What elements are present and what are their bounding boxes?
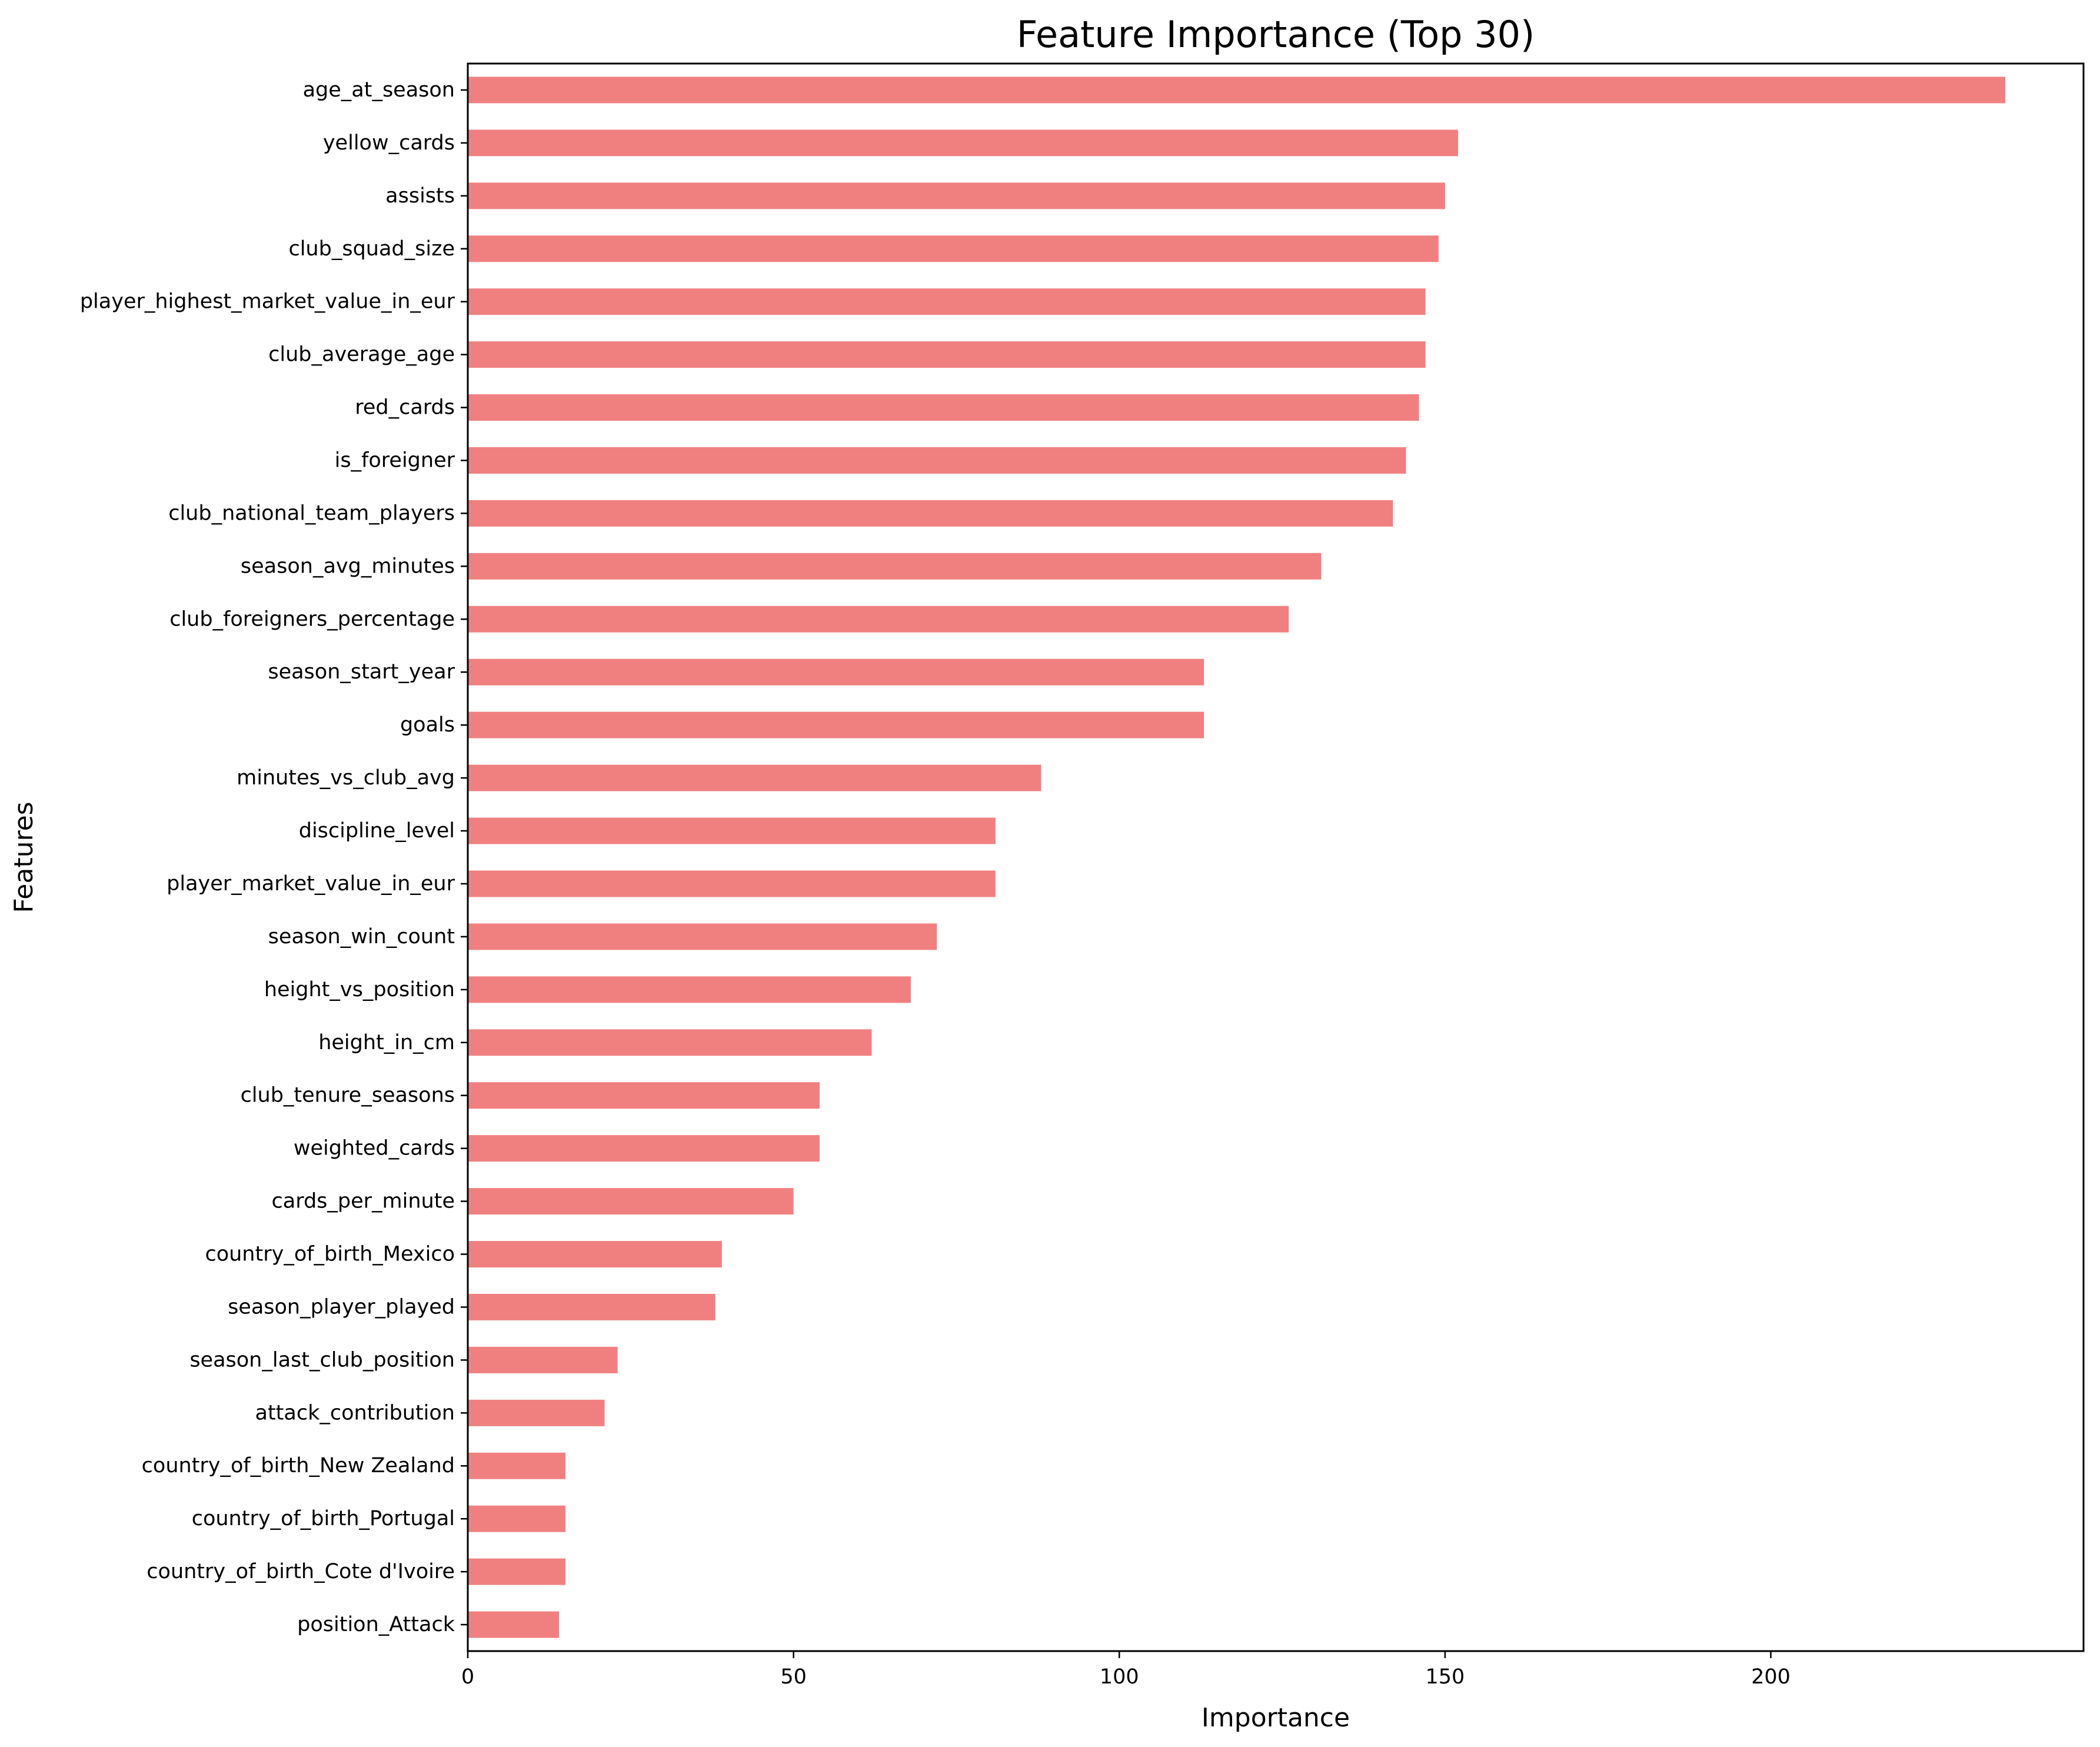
y-tick-label-9: season_avg_minutes [241,554,455,578]
x-axis: 0 50 100 150 200 [461,1651,1791,1689]
bar-27 [468,1505,566,1532]
chart-title: Feature Importance (Top 30) [1017,13,1535,56]
y-tick-label-4: player_highest_market_value_in_eur [80,290,455,314]
y-tick-label-23: season_player_played [228,1295,455,1319]
bar-7 [468,447,1406,474]
bar-6 [468,394,1419,421]
y-tick-label-14: discipline_level [299,819,455,843]
y-tick-label-20: weighted_cards [294,1137,455,1160]
y-tick-label-19: club_tenure_seasons [241,1084,455,1107]
bar-11 [468,658,1204,686]
bars-layer [468,76,2006,1638]
y-tick-label-24: season_last_club_position [189,1348,455,1372]
bar-22 [468,1241,722,1267]
bar-16 [468,923,937,950]
bar-18 [468,1029,872,1056]
y-tick-label-15: player_market_value_in_eur [167,872,455,896]
bar-3 [468,235,1439,262]
y-tick-label-13: minutes_vs_club_avg [237,766,455,790]
y-tick-label-3: club_squad_size [288,237,455,261]
bar-9 [468,553,1322,580]
bar-8 [468,500,1393,527]
y-tick-label-10: club_foreigners_percentage [169,607,455,631]
y-tick-label-0: age_at_season [303,78,455,102]
y-tick-label-25: attack_contribution [255,1401,455,1425]
x-tick-label-2: 100 [1100,1665,1139,1689]
y-tick-label-26: country_of_birth_New Zealand [142,1454,455,1478]
bar-26 [468,1452,566,1479]
y-tick-label-27: country_of_birth_Portugal [192,1507,455,1530]
x-tick-label-3: 150 [1425,1665,1465,1689]
x-axis-title: Importance [1202,1703,1350,1733]
bar-15 [468,870,996,897]
bar-5 [468,341,1426,368]
y-tick-label-11: season_start_year [268,660,455,684]
y-tick-label-28: country_of_birth_Cote d'Ivoire [147,1560,455,1583]
bar-19 [468,1082,820,1109]
y-tick-label-1: yellow_cards [323,131,455,155]
y-tick-label-6: red_cards [355,396,455,420]
x-tick-label-4: 200 [1751,1665,1791,1689]
y-tick-label-18: height_in_cm [318,1031,455,1054]
bar-2 [468,182,1445,209]
bar-29 [468,1611,560,1638]
y-axis-title: Features [9,801,39,913]
y-tick-label-29: position_Attack [297,1613,455,1636]
y-tick-label-17: height_vs_position [264,978,455,1001]
bar-23 [468,1293,715,1320]
bar-14 [468,817,996,844]
bar-10 [468,605,1289,633]
bar-21 [468,1188,794,1215]
bar-20 [468,1135,820,1162]
y-tick-label-22: country_of_birth_Mexico [205,1243,455,1266]
bar-25 [468,1399,605,1426]
bar-1 [468,129,1459,157]
y-tick-label-7: is_foreigner [335,449,455,472]
bar-28 [468,1558,566,1585]
x-tick-label-0: 0 [461,1665,474,1689]
y-tick-label-21: cards_per_minute [272,1190,455,1213]
plot-frame [467,62,2085,1652]
y-tick-label-2: assists [385,184,455,208]
y-tick-label-8: club_national_team_players [168,501,455,525]
bar-13 [468,764,1041,791]
bar-17 [468,976,911,1003]
bar-0 [468,76,2006,104]
y-tick-label-12: goals [400,713,455,737]
y-tick-label-5: club_average_age [268,343,455,367]
bar-4 [468,288,1426,315]
y-tick-label-16: season_win_count [268,925,455,949]
x-tick-label-1: 50 [780,1665,807,1689]
bar-24 [468,1346,618,1373]
bar-12 [468,711,1204,738]
